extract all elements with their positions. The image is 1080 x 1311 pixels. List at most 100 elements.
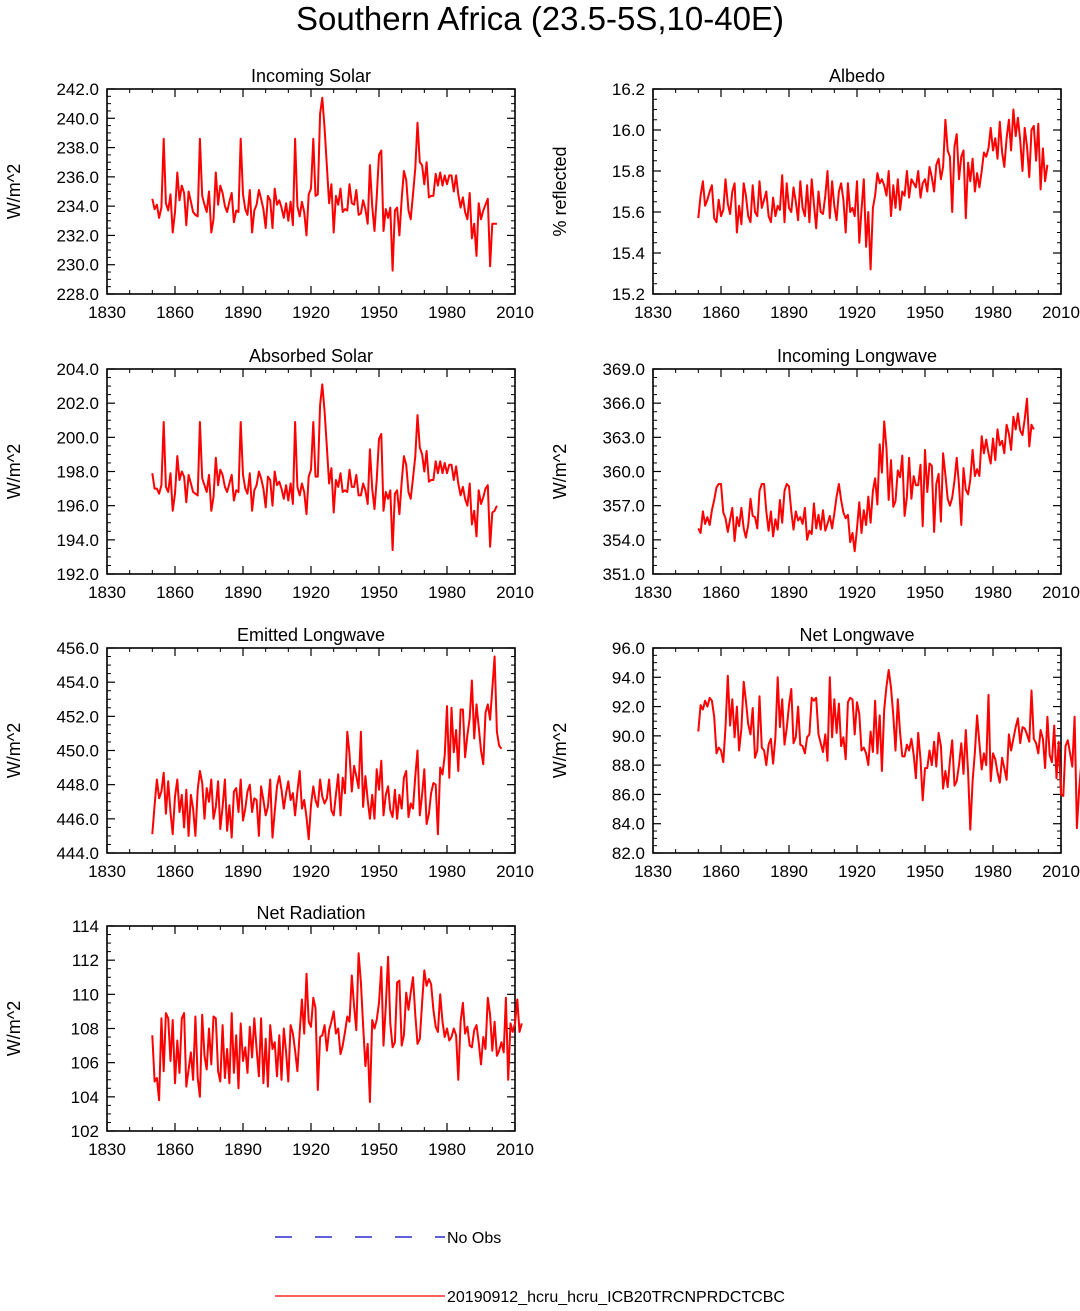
x-tick-label: 1920 xyxy=(838,303,876,322)
x-tick-label: 1950 xyxy=(906,583,944,602)
x-tick-label: 1860 xyxy=(156,583,194,602)
series-line xyxy=(151,383,498,552)
y-tick-label: 366.0 xyxy=(602,394,645,413)
panel-title: Emitted Longwave xyxy=(237,625,385,645)
x-tick-label: 1950 xyxy=(360,583,398,602)
x-tick-label: 1830 xyxy=(634,303,672,322)
y-tick-label: 242.0 xyxy=(56,80,99,99)
x-tick-label: 1980 xyxy=(428,303,466,322)
y-axis-label: % reflected xyxy=(550,146,570,236)
x-tick-label: 1980 xyxy=(974,583,1012,602)
y-tick-label: 110 xyxy=(72,985,99,1004)
x-tick-label: 1830 xyxy=(88,583,126,602)
series-line xyxy=(697,669,1080,831)
y-tick-label: 102 xyxy=(71,1122,99,1141)
y-tick-label: 448.0 xyxy=(56,776,99,795)
legend: No Obs 20190912_hcru_hcru_ICB20TRCNPRDCT… xyxy=(275,1230,785,1306)
plot-frame xyxy=(652,368,1062,575)
x-tick-label: 1860 xyxy=(156,862,194,881)
x-tick-label: 2010 xyxy=(1042,862,1080,881)
panel-title: Albedo xyxy=(829,66,885,86)
legend-model-label: 20190912_hcru_hcru_ICB20TRCNPRDCTCBC xyxy=(447,1289,785,1306)
series-line xyxy=(151,96,497,272)
x-tick-label: 1860 xyxy=(156,1140,194,1159)
x-tick-label: 1830 xyxy=(88,862,126,881)
x-tick-label: 1980 xyxy=(428,1140,466,1159)
y-tick-label: 369.0 xyxy=(602,360,645,379)
y-tick-label: 82.0 xyxy=(612,844,645,863)
x-tick-label: 1860 xyxy=(702,583,740,602)
series-line xyxy=(151,952,523,1103)
y-tick-label: 106 xyxy=(71,1054,99,1073)
y-tick-label: 198.0 xyxy=(56,463,99,482)
y-tick-label: 200.0 xyxy=(56,428,99,447)
x-tick-label: 1950 xyxy=(360,303,398,322)
y-tick-label: 96.0 xyxy=(612,639,645,658)
y-axis-label: W/m^2 xyxy=(4,444,24,499)
y-tick-label: 108 xyxy=(71,1020,99,1039)
series-line xyxy=(697,397,1035,553)
y-tick-label: 16.2 xyxy=(612,80,645,99)
series-line xyxy=(151,655,503,841)
y-tick-label: 88.0 xyxy=(612,756,645,775)
y-tick-label: 90.0 xyxy=(612,727,645,746)
y-tick-label: 104 xyxy=(71,1088,99,1107)
y-tick-label: 15.6 xyxy=(612,203,645,222)
series-line xyxy=(697,108,1049,271)
x-tick-label: 1890 xyxy=(770,583,808,602)
x-tick-label: 2010 xyxy=(496,1140,534,1159)
panel-net-radiation: Net Radiation W/m^2 102 104 106 108 110 112 114 1… xyxy=(4,903,534,1159)
y-tick-label: 232.0 xyxy=(56,226,99,245)
y-tick-label: 228.0 xyxy=(56,285,99,304)
y-tick-label: 238.0 xyxy=(56,139,99,158)
y-tick-label: 230.0 xyxy=(56,256,99,275)
panel-incoming-solar: Incoming Solar W/m^2 228.0 230.0 232.0 234.0 2… xyxy=(4,66,534,322)
panel-title: Incoming Longwave xyxy=(777,346,937,366)
y-tick-label: 444.0 xyxy=(56,844,99,863)
x-tick-label: 1890 xyxy=(224,862,262,881)
y-tick-label: 234.0 xyxy=(56,197,99,216)
x-tick-label: 2010 xyxy=(1042,583,1080,602)
y-tick-label: 236.0 xyxy=(56,168,99,187)
y-tick-label: 15.8 xyxy=(612,162,645,181)
x-tick-label: 1830 xyxy=(634,583,672,602)
x-tick-label: 1890 xyxy=(770,862,808,881)
x-tick-label: 1830 xyxy=(634,862,672,881)
x-tick-label: 1920 xyxy=(292,303,330,322)
x-tick-label: 1920 xyxy=(292,862,330,881)
y-tick-label: 196.0 xyxy=(56,497,99,516)
y-tick-label: 114 xyxy=(72,917,99,936)
y-tick-label: 15.2 xyxy=(612,285,645,304)
x-tick-label: 1890 xyxy=(224,303,262,322)
y-tick-label: 94.0 xyxy=(612,668,645,687)
y-axis-label: W/m^2 xyxy=(550,723,570,778)
y-tick-label: 456.0 xyxy=(56,639,99,658)
y-axis-label: W/m^2 xyxy=(550,444,570,499)
y-tick-label: 16.0 xyxy=(612,121,645,140)
x-tick-label: 1830 xyxy=(88,1140,126,1159)
y-tick-label: 240.0 xyxy=(56,109,99,128)
panel-title: Net Radiation xyxy=(256,903,365,923)
x-tick-label: 1950 xyxy=(906,862,944,881)
y-tick-label: 92.0 xyxy=(612,698,645,717)
panel-title: Incoming Solar xyxy=(251,66,371,86)
y-tick-label: 204.0 xyxy=(56,360,99,379)
x-tick-label: 1860 xyxy=(702,862,740,881)
y-tick-label: 112 xyxy=(72,951,99,970)
x-tick-label: 1920 xyxy=(292,1140,330,1159)
x-tick-label: 1920 xyxy=(292,583,330,602)
y-tick-label: 363.0 xyxy=(602,428,645,447)
y-tick-label: 86.0 xyxy=(612,785,645,804)
y-tick-label: 360.0 xyxy=(602,463,645,482)
panel-absorbed-solar: Absorbed Solar W/m^2 192.0 194.0 196.0 198.0 2… xyxy=(4,346,534,602)
panel-title: Absorbed Solar xyxy=(249,346,373,366)
y-tick-label: 192.0 xyxy=(56,565,99,584)
x-tick-label: 1920 xyxy=(838,583,876,602)
x-tick-label: 1890 xyxy=(224,1140,262,1159)
x-tick-label: 1980 xyxy=(974,303,1012,322)
y-tick-label: 446.0 xyxy=(56,810,99,829)
y-tick-label: 202.0 xyxy=(56,394,99,413)
x-tick-label: 1860 xyxy=(702,303,740,322)
